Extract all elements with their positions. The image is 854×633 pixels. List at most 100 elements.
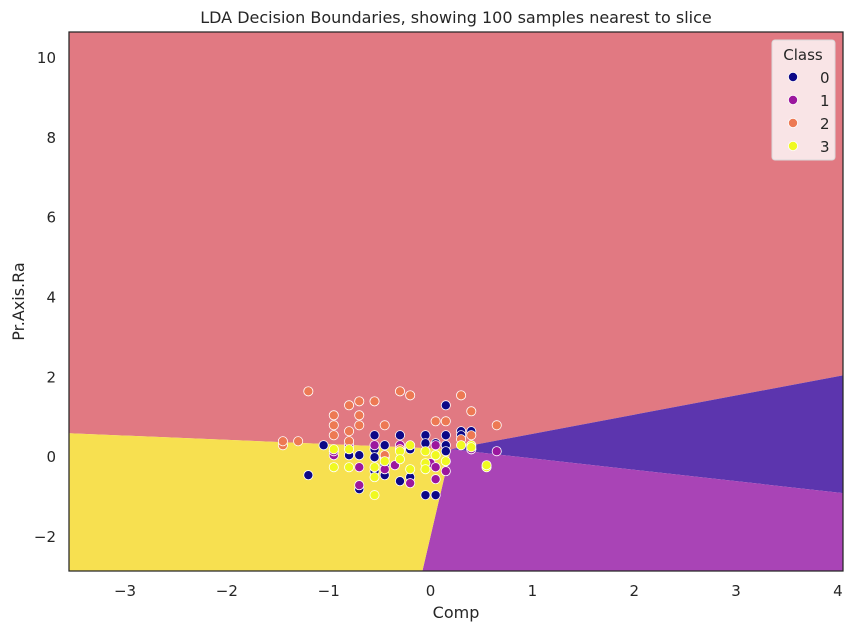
legend-label-class-2: 2 <box>820 115 830 133</box>
x-tick-label: 0 <box>426 582 436 600</box>
scatter-point-class-1 <box>430 462 441 473</box>
scatter-point-class-1 <box>491 446 502 457</box>
scatter-point-class-2 <box>466 430 477 441</box>
scatter-point-class-2 <box>491 420 502 431</box>
legend-label-class-3: 3 <box>820 138 830 156</box>
scatter-point-class-2 <box>440 416 451 427</box>
scatter-point-class-2 <box>430 416 441 427</box>
scatter-point-class-3 <box>420 464 431 475</box>
scatter-point-class-2 <box>344 400 355 411</box>
scatter-point-class-3 <box>430 450 441 461</box>
x-axis-label: Comp <box>433 603 480 622</box>
x-tick-label: −3 <box>114 582 136 600</box>
scatter-point-class-2 <box>379 420 390 431</box>
scatter-point-class-2 <box>277 436 288 447</box>
scatter-point-class-3 <box>369 490 380 501</box>
scatter-point-class-1 <box>369 440 380 451</box>
scatter-point-class-3 <box>456 440 467 451</box>
scatter-points <box>277 386 502 501</box>
x-tick-label: 4 <box>833 582 843 600</box>
y-tick-label: 8 <box>46 129 56 147</box>
scatter-point-class-3 <box>369 472 380 483</box>
scatter-point-class-2 <box>303 386 314 397</box>
scatter-point-class-2 <box>328 410 339 421</box>
scatter-point-class-3 <box>344 462 355 473</box>
scatter-point-class-3 <box>379 456 390 467</box>
scatter-point-class-3 <box>405 440 416 451</box>
decision-region-class-3 <box>69 433 451 571</box>
legend-title: Class <box>783 46 823 64</box>
x-tick-label: 1 <box>528 582 538 600</box>
scatter-point-class-0 <box>420 490 431 501</box>
y-tick-label: 4 <box>46 289 56 307</box>
scatter-point-class-3 <box>328 462 339 473</box>
scatter-point-class-1 <box>354 480 365 491</box>
y-tick-label: 0 <box>46 448 56 466</box>
x-tick-label: −2 <box>216 582 238 600</box>
scatter-point-class-2 <box>328 420 339 431</box>
scatter-point-class-2 <box>369 396 380 407</box>
scatter-point-class-0 <box>354 450 365 461</box>
legend-marker-class-1 <box>788 95 799 106</box>
scatter-point-class-0 <box>440 446 451 457</box>
legend-marker-class-3 <box>788 140 799 151</box>
y-axis-ticks: −2 0 2 4 6 8 10 <box>34 49 56 546</box>
legend: Class 0 1 2 3 <box>771 39 836 161</box>
scatter-point-class-0 <box>303 470 314 481</box>
scatter-point-class-0 <box>379 440 390 451</box>
y-tick-label: 6 <box>46 209 56 227</box>
scatter-point-class-3 <box>440 456 451 467</box>
y-tick-label: 2 <box>46 368 56 386</box>
scatter-point-class-0 <box>440 430 451 441</box>
decision-region-class-0 <box>450 375 843 494</box>
scatter-point-class-3 <box>481 460 492 471</box>
scatter-point-class-2 <box>293 436 304 447</box>
scatter-point-class-1 <box>354 462 365 473</box>
scatter-point-class-3 <box>344 444 355 455</box>
scatter-point-class-2 <box>466 406 477 417</box>
scatter-point-class-3 <box>420 446 431 457</box>
x-tick-label: −1 <box>318 582 340 600</box>
y-tick-label: 10 <box>37 49 56 67</box>
scatter-point-class-2 <box>354 420 365 431</box>
scatter-point-class-3 <box>466 442 477 453</box>
scatter-point-class-2 <box>344 426 355 437</box>
scatter-point-class-0 <box>394 430 405 441</box>
scatter-point-class-3 <box>328 444 339 455</box>
legend-label-class-1: 1 <box>820 92 830 110</box>
scatter-point-class-0 <box>440 400 451 411</box>
scatter-point-class-0 <box>318 440 329 451</box>
scatter-point-class-1 <box>430 474 441 485</box>
scatter-point-class-2 <box>405 390 416 401</box>
decision-region-class-1 <box>422 449 843 571</box>
scatter-point-class-1 <box>405 478 416 489</box>
plot-frame <box>68 31 844 572</box>
scatter-point-class-2 <box>328 430 339 441</box>
x-tick-label: 3 <box>731 582 741 600</box>
scatter-point-class-0 <box>369 452 380 463</box>
legend-box <box>771 39 836 161</box>
scatter-point-class-3 <box>405 464 416 475</box>
decision-regions <box>69 32 843 571</box>
scatter-point-class-0 <box>369 430 380 441</box>
scatter-point-class-2 <box>354 410 365 421</box>
scatter-point-class-0 <box>430 490 441 501</box>
scatter-point-class-1 <box>440 466 451 477</box>
legend-marker-class-2 <box>788 118 799 129</box>
legend-label-class-0: 0 <box>820 69 830 87</box>
scatter-point-class-2 <box>456 390 467 401</box>
y-axis-label: Pr.Axis.Ra <box>9 262 28 340</box>
x-axis-ticks: −3 −2 −1 0 1 2 3 4 <box>114 582 843 600</box>
x-tick-label: 2 <box>629 582 639 600</box>
chart-title: LDA Decision Boundaries, showing 100 sam… <box>200 8 712 27</box>
scatter-point-class-0 <box>394 476 405 487</box>
y-tick-label: −2 <box>34 528 56 546</box>
scatter-point-class-2 <box>354 396 365 407</box>
scatter-point-class-2 <box>394 386 405 397</box>
scatter-point-class-3 <box>369 462 380 473</box>
scatter-point-class-3 <box>394 454 405 465</box>
legend-marker-class-0 <box>788 72 799 83</box>
decision-region-class-2 <box>69 32 843 450</box>
scatter-point-class-1 <box>430 440 441 451</box>
